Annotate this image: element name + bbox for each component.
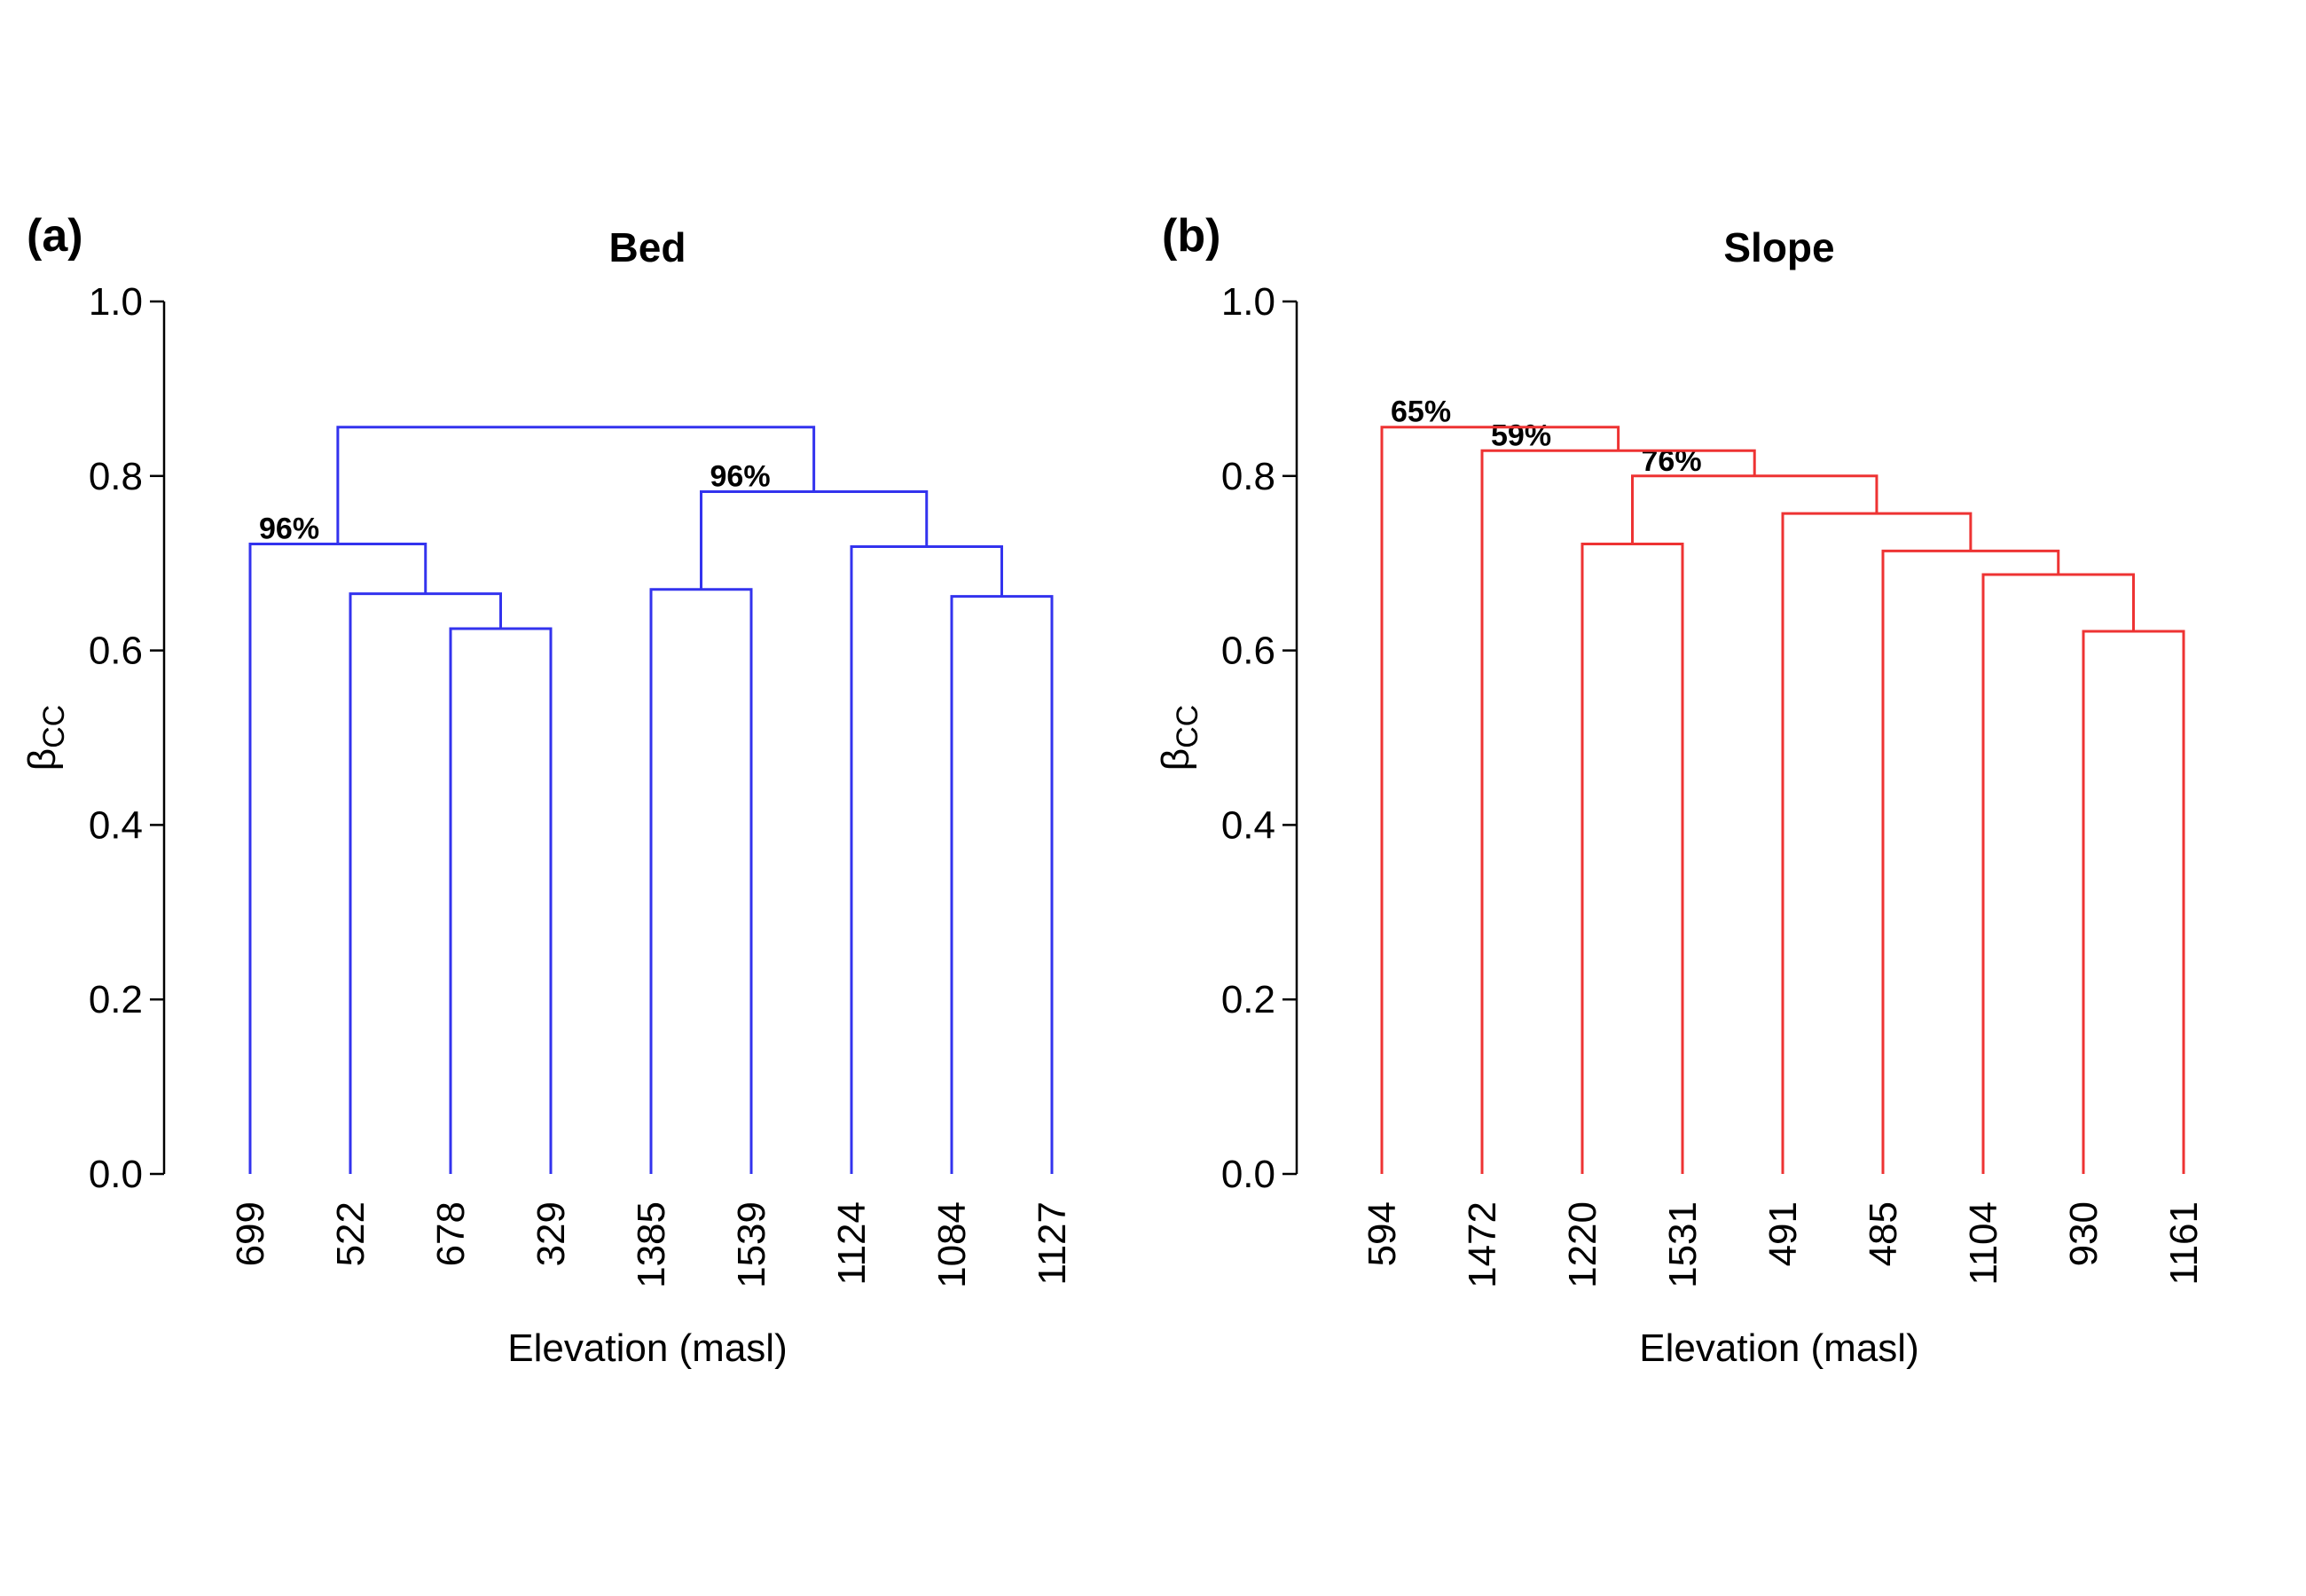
dendrogram-panel-a: (a) Bed 0.0 0.2 0.4 0.6 0.8 1.0 βCC Elevation (ma… — [20, 210, 1074, 1370]
dendrogram-branch — [1881, 549, 2060, 1174]
leaf-label: 1127 — [1031, 1201, 1074, 1286]
dendrogram-branch — [850, 545, 1003, 1174]
dendrogram-branch — [1480, 449, 1756, 1174]
leaf-label: 329 — [529, 1201, 573, 1266]
dendrogram-branch — [1631, 474, 1879, 544]
y-tick-label: 0.4 — [89, 803, 143, 847]
x-axis-label: Elevation (masl) — [1639, 1326, 1918, 1370]
leaf-label: 1124 — [830, 1201, 874, 1286]
bootstrap-support-label: 96% — [710, 460, 771, 494]
bootstrap-support-label: 96% — [259, 512, 319, 546]
leaf-label: 485 — [1862, 1201, 1905, 1266]
leaf-label: 930 — [2062, 1201, 2106, 1266]
y-tick-label: 0.2 — [1221, 978, 1275, 1021]
dendrogram-branch — [1981, 573, 2135, 1174]
y-tick-label: 0.0 — [89, 1153, 143, 1196]
y-tick-label: 0.0 — [1221, 1153, 1275, 1196]
y-tick-label: 0.2 — [89, 978, 143, 1021]
dendrogram-branch — [649, 588, 753, 1174]
panel-label: (b) — [1162, 210, 1220, 262]
y-tick-label: 1.0 — [89, 280, 143, 324]
dendrogram-branch — [950, 595, 1054, 1174]
bootstrap-support-label: 59% — [1491, 419, 1551, 452]
dendrogram-branch — [248, 543, 427, 1174]
dendrogram-panel-b: (b) Slope 0.0 0.2 0.4 0.6 0.8 1.0 βCC Elevation (… — [1154, 210, 2206, 1370]
dendrogram-branch — [449, 627, 553, 1174]
y-axis-label: βCC — [20, 705, 71, 771]
leaf-label: 1084 — [930, 1201, 974, 1288]
leaf-label: 699 — [229, 1201, 272, 1266]
dendrogram-branch — [336, 426, 816, 544]
dendrogram-branch — [1580, 543, 1684, 1174]
leaf-label: 522 — [329, 1201, 373, 1266]
y-tick-label: 1.0 — [1221, 280, 1275, 324]
dendrogram-branch — [700, 490, 929, 590]
panel-title: Bed — [609, 224, 686, 270]
leaf-label: 678 — [429, 1201, 473, 1266]
y-tick-label: 0.6 — [1221, 630, 1275, 673]
leaf-label: 1161 — [2162, 1201, 2206, 1286]
leaf-label: 1220 — [1561, 1201, 1604, 1288]
leaf-label: 1385 — [630, 1201, 673, 1288]
dendrogram-branch — [349, 592, 502, 1174]
bootstrap-support-label: 76% — [1642, 444, 1702, 478]
dendrogram-branch — [2082, 630, 2185, 1174]
leaf-label: 1531 — [1661, 1201, 1705, 1288]
leaf-label: 1472 — [1461, 1201, 1504, 1288]
dendrogram-branch — [1380, 426, 1620, 1174]
leaf-label: 594 — [1361, 1201, 1404, 1266]
leaf-label: 1104 — [1962, 1201, 2005, 1286]
panel-title: Slope — [1723, 224, 1834, 270]
y-tick-label: 0.8 — [1221, 455, 1275, 498]
bootstrap-support-label: 65% — [1391, 395, 1451, 429]
y-axis-label: βCC — [1154, 705, 1204, 771]
y-tick-label: 0.6 — [89, 630, 143, 673]
dendrogram-branch — [1781, 512, 1973, 1174]
y-tick-label: 0.8 — [89, 455, 143, 498]
y-tick-label: 0.4 — [1221, 803, 1275, 847]
leaf-label: 491 — [1761, 1201, 1805, 1266]
panel-label: (a) — [27, 210, 83, 262]
leaf-label: 1539 — [730, 1201, 773, 1288]
x-axis-label: Elevation (masl) — [507, 1326, 787, 1370]
